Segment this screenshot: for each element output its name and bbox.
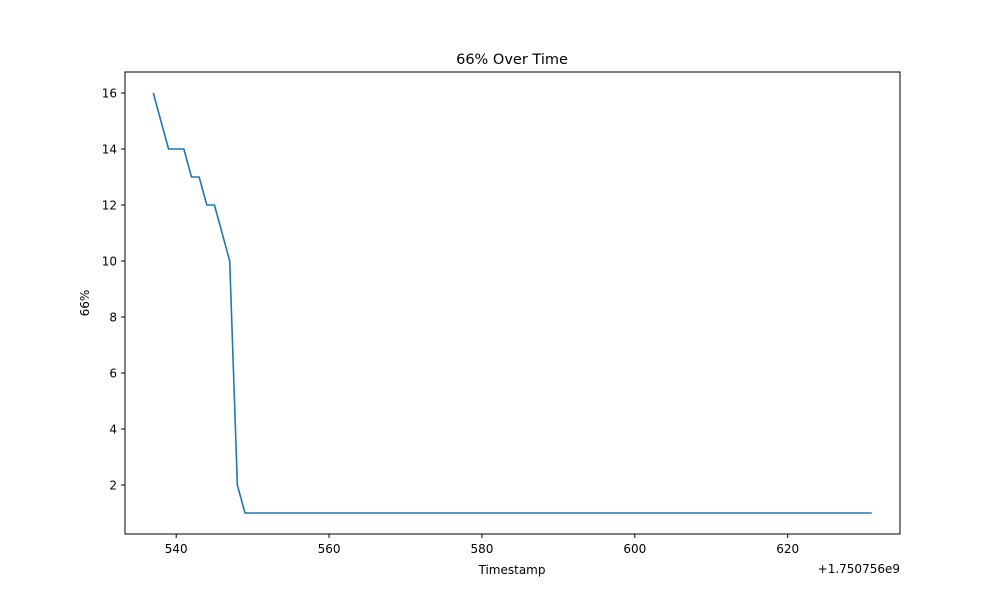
x-tick-label: 560 xyxy=(318,542,341,556)
x-axis-offset-label: +1.750756e9 xyxy=(818,562,900,576)
y-axis: 2 4 6 8 10 12 14 16 xyxy=(102,87,125,493)
plot-frame xyxy=(124,71,901,535)
y-tick-label: 6 xyxy=(109,367,117,381)
y-tick-label: 2 xyxy=(109,479,117,493)
x-axis-title: Timestamp xyxy=(478,563,546,577)
plot-area xyxy=(152,92,872,514)
y-tick-label: 16 xyxy=(102,87,117,101)
x-tick-label: 540 xyxy=(165,542,188,556)
y-tick-label: 4 xyxy=(109,423,117,437)
y-axis-title: 66% xyxy=(78,290,92,317)
series-line-0 xyxy=(152,92,872,514)
x-tick-label: 600 xyxy=(623,542,646,556)
x-tick-label: 580 xyxy=(470,542,493,556)
y-tick-label: 8 xyxy=(109,311,117,325)
y-tick-label: 12 xyxy=(102,199,117,213)
x-tick-label: 620 xyxy=(776,542,799,556)
chart-title: 66% Over Time xyxy=(456,52,568,68)
y-tick-label: 14 xyxy=(102,143,117,157)
y-tick-label: 10 xyxy=(102,255,117,269)
x-axis: 540 560 580 600 620 xyxy=(165,534,799,556)
